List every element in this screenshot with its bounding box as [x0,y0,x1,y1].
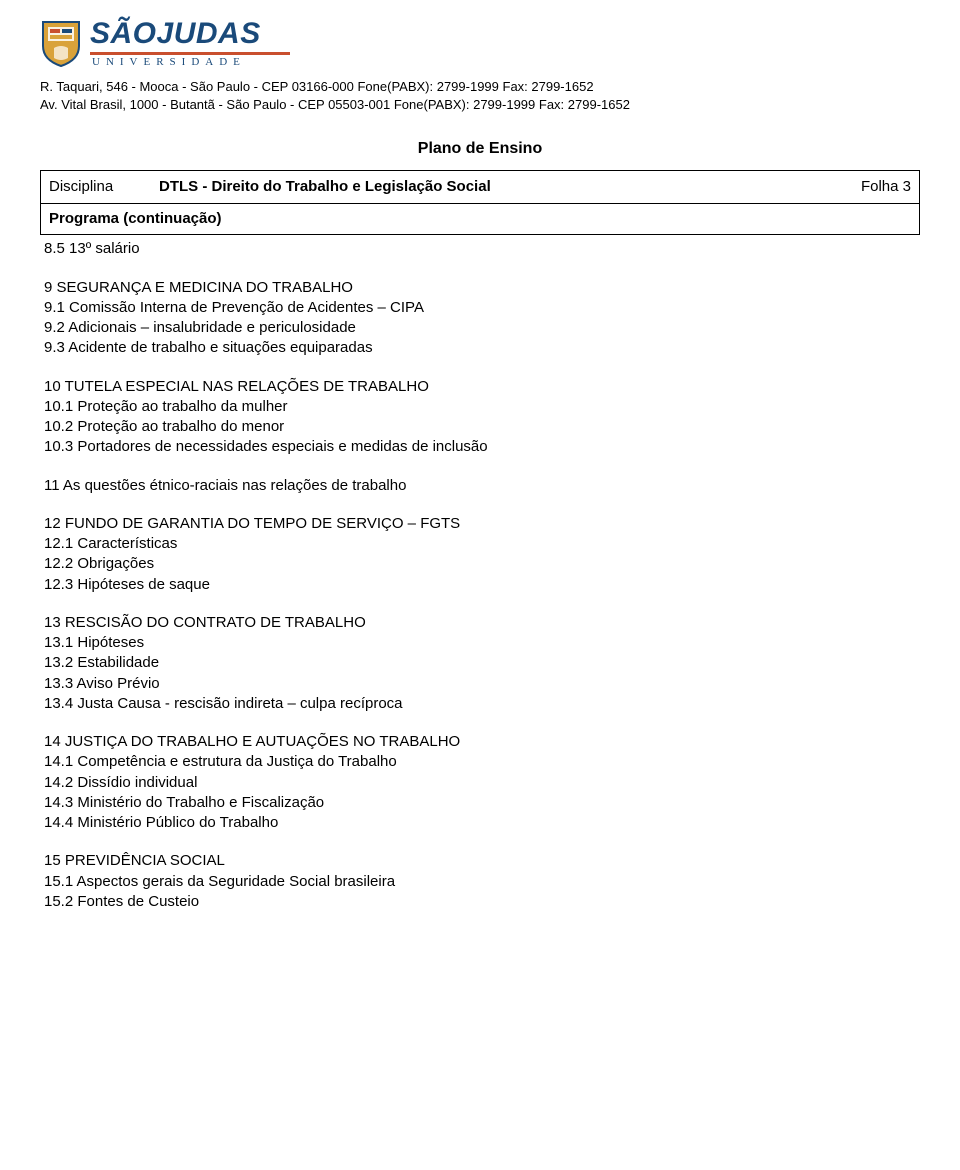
discipline-row: Disciplina DTLS - Direito do Trabalho e … [40,170,920,204]
program-line: 13 RESCISÃO DO CONTRATO DE TRABALHO [44,613,916,633]
address-block: R. Taquari, 546 - Mooca - São Paulo - CE… [40,78,920,114]
program-block-15: 15 PREVIDÊNCIA SOCIAL 15.1 Aspectos gera… [44,851,916,912]
program-line: 13.3 Aviso Prévio [44,674,916,694]
program-line: 14 JUSTIÇA DO TRABALHO E AUTUAÇÕES NO TR… [44,732,916,752]
program-block-10: 10 TUTELA ESPECIAL NAS RELAÇÕES DE TRABA… [44,377,916,458]
program-line: 12.2 Obrigações [44,554,916,574]
program-line: 12 FUNDO DE GARANTIA DO TEMPO DE SERVIÇO… [44,514,916,534]
logo-underline [90,52,290,55]
discipline-label: Disciplina [49,177,159,197]
shield-icon [40,18,82,68]
program-line: 15.2 Fontes de Custeio [44,892,916,912]
program-block-13: 13 RESCISÃO DO CONTRATO DE TRABALHO 13.1… [44,613,916,714]
program-line: 10.3 Portadores de necessidades especiai… [44,437,916,457]
program-line: 9.3 Acidente de trabalho e situações equ… [44,338,916,358]
program-line: 11 As questões étnico-raciais nas relaçõ… [44,476,916,496]
program-line: 15 PREVIDÊNCIA SOCIAL [44,851,916,871]
program-line: 12.1 Características [44,534,916,554]
program-line: 13.1 Hipóteses [44,633,916,653]
program-content: 8.5 13º salário 9 SEGURANÇA E MEDICINA D… [40,239,920,912]
address-line-1: R. Taquari, 546 - Mooca - São Paulo - CE… [40,78,920,96]
logo-main-text: SÃOJUDAS [90,19,290,49]
program-line: 10.2 Proteção ao trabalho do menor [44,417,916,437]
program-line: 14.1 Competência e estrutura da Justiça … [44,752,916,772]
logo-text: SÃOJUDAS UNIVERSIDADE [90,19,290,68]
address-line-2: Av. Vital Brasil, 1000 - Butantã - São P… [40,96,920,114]
section-header: Programa (continuação) [40,204,920,235]
discipline-value: DTLS - Direito do Trabalho e Legislação … [159,177,861,197]
program-line: 13.4 Justa Causa - rescisão indireta – c… [44,694,916,714]
program-block-12: 12 FUNDO DE GARANTIA DO TEMPO DE SERVIÇO… [44,514,916,595]
program-line: 14.4 Ministério Público do Trabalho [44,813,916,833]
program-line: 9.2 Adicionais – insalubridade e pericul… [44,318,916,338]
program-block-11: 11 As questões étnico-raciais nas relaçõ… [44,476,916,496]
program-block-14: 14 JUSTIÇA DO TRABALHO E AUTUAÇÕES NO TR… [44,732,916,833]
program-line: 14.3 Ministério do Trabalho e Fiscalizaç… [44,793,916,813]
program-line: 9 SEGURANÇA E MEDICINA DO TRABALHO [44,278,916,298]
program-line: 10.1 Proteção ao trabalho da mulher [44,397,916,417]
program-line: 10 TUTELA ESPECIAL NAS RELAÇÕES DE TRABA… [44,377,916,397]
document-title: Plano de Ensino [40,138,920,160]
logo-sub-text: UNIVERSIDADE [90,57,290,68]
program-block-8: 8.5 13º salário [44,239,916,259]
program-line: 8.5 13º salário [44,239,916,259]
program-line: 12.3 Hipóteses de saque [44,575,916,595]
program-line: 14.2 Dissídio individual [44,773,916,793]
program-line: 9.1 Comissão Interna de Prevenção de Aci… [44,298,916,318]
university-logo: SÃOJUDAS UNIVERSIDADE [40,18,920,68]
program-line: 15.1 Aspectos gerais da Seguridade Socia… [44,872,916,892]
program-line: 13.2 Estabilidade [44,653,916,673]
page-number: Folha 3 [861,177,911,197]
program-block-9: 9 SEGURANÇA E MEDICINA DO TRABALHO 9.1 C… [44,278,916,359]
